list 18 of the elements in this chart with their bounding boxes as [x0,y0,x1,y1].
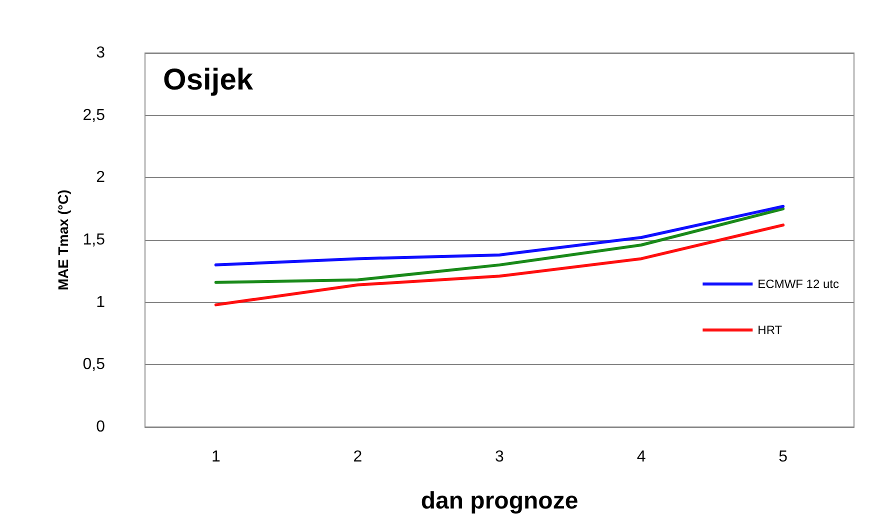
y-tick-label: 3 [96,44,106,62]
y-tick-label: 1 [96,294,106,311]
x-tick-label: 2 [353,448,362,466]
y-tick-label: 2 [96,169,106,186]
x-tick-label: 4 [636,448,646,466]
legend-label: ECMWF 12 utc [758,277,840,291]
chart-title: Osijek [163,64,254,96]
legend-label: HRT [758,323,783,337]
x-axis-title: dan prognoze [420,488,578,514]
y-tick-label: 0,5 [82,356,106,374]
line-series [214,204,785,266]
y-tick-label: 0 [96,418,106,436]
x-tick-label: 5 [778,448,788,466]
y-tick-label: 2,5 [82,106,106,124]
x-tick-label: 1 [211,448,220,466]
x-tick-label: 3 [495,448,504,466]
y-tick-label: 1,5 [82,232,106,248]
y-axis-title: MAE Tmax (°C) [55,190,71,290]
